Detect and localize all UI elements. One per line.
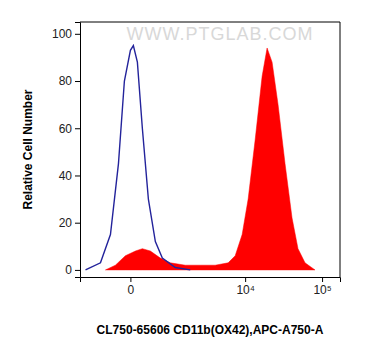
plot-area xyxy=(86,46,315,270)
x-tick: 10⁵ xyxy=(313,277,331,297)
y-tick: 40 xyxy=(59,169,80,183)
histogram-area xyxy=(105,48,315,270)
y-tick-mark xyxy=(75,175,80,176)
x-tick-mark xyxy=(130,277,131,282)
x-tick-label: 0 xyxy=(128,283,135,297)
histogram-line xyxy=(86,46,191,270)
x-tick-label: 10⁴ xyxy=(236,283,255,297)
y-tick-mark xyxy=(75,128,80,129)
x-axis: 0 10⁴ 10⁵ xyxy=(81,277,341,297)
y-axis-line xyxy=(75,23,81,278)
y-tick-label: 20 xyxy=(59,216,73,230)
x-axis-line xyxy=(81,278,341,283)
x-tick-label: 10⁵ xyxy=(313,283,331,297)
y-tick: 60 xyxy=(59,122,80,136)
x-tick-mark xyxy=(322,277,323,282)
y-tick-label: 100 xyxy=(52,27,72,41)
y-tick-label: 40 xyxy=(59,169,73,183)
y-tick: 80 xyxy=(59,74,80,88)
y-axis-title: Relative Cell Number xyxy=(21,89,35,209)
x-axis-title: CL750-65606 CD11b(OX42),APC-A750-A xyxy=(97,323,324,337)
y-tick-label: 0 xyxy=(65,263,72,277)
watermark: WWW.PTGLAB.COM xyxy=(127,24,314,44)
x-tick: 10⁴ xyxy=(236,277,255,297)
y-axis: 0 20 40 60 80 100 xyxy=(52,23,81,278)
y-tick: 20 xyxy=(59,216,80,230)
chart: WWW.PTGLAB.COM 0 10⁴ 10⁵ 0 20 40 60 80 100 CL750-6… xyxy=(0,0,366,356)
y-tick-mark xyxy=(75,34,80,35)
y-tick: 0 xyxy=(65,263,80,277)
y-tick-mark xyxy=(75,81,80,82)
x-tick: 0 xyxy=(128,277,135,297)
y-tick: 100 xyxy=(52,27,80,41)
y-tick-label: 60 xyxy=(59,122,73,136)
y-tick-label: 80 xyxy=(59,74,73,88)
y-tick-mark xyxy=(75,223,80,224)
y-tick-mark xyxy=(75,270,80,271)
plot-frame xyxy=(80,22,340,277)
x-tick-mark xyxy=(245,277,246,282)
